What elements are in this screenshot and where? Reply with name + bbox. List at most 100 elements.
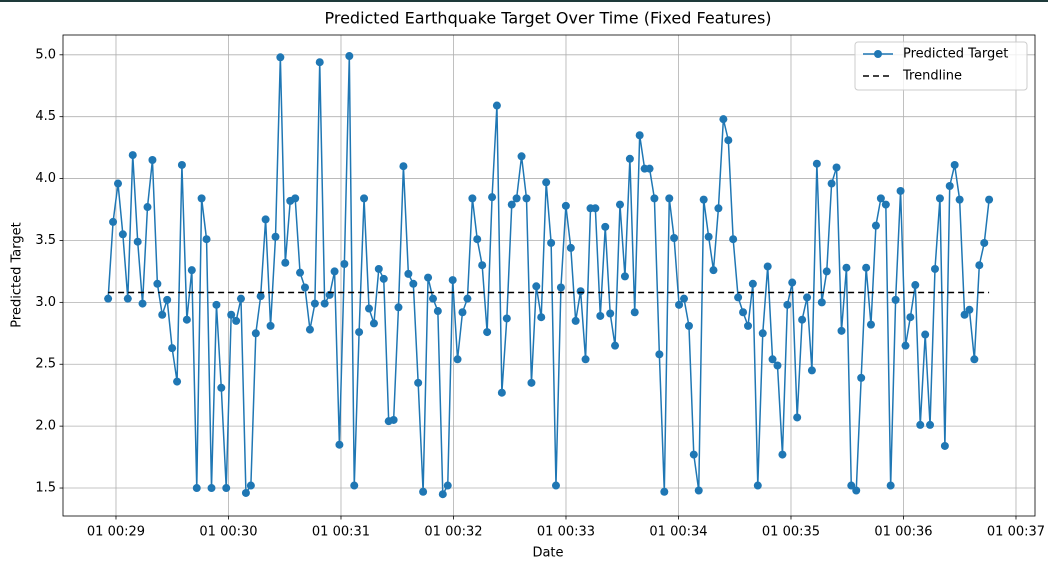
data-point — [305, 325, 314, 334]
data-point — [379, 274, 388, 283]
data-point — [596, 311, 605, 320]
data-point — [222, 484, 231, 493]
data-point — [921, 330, 930, 339]
data-point — [842, 263, 851, 272]
data-point — [650, 194, 659, 203]
legend-label: Predicted Target — [903, 47, 1008, 62]
data-point — [438, 490, 447, 499]
data-point — [985, 195, 994, 204]
data-point — [118, 230, 127, 239]
data-point — [276, 53, 285, 62]
legend-label: Trendline — [902, 69, 962, 84]
data-point — [320, 299, 329, 308]
data-point — [473, 235, 482, 244]
data-point — [542, 178, 551, 187]
x-tick-label: 01 00:35 — [762, 525, 820, 540]
data-point — [182, 315, 191, 324]
data-point — [315, 58, 324, 67]
data-point — [236, 294, 245, 303]
data-point — [694, 486, 703, 495]
x-tick-label: 01 00:30 — [199, 525, 257, 540]
x-tick-label: 01 00:32 — [424, 525, 482, 540]
data-point — [522, 194, 531, 203]
x-tick-label: 01 00:33 — [537, 525, 595, 540]
data-point — [625, 154, 634, 163]
data-point — [300, 283, 309, 292]
data-point — [734, 293, 743, 302]
data-point — [758, 329, 767, 338]
data-point — [837, 326, 846, 335]
y-tick-label: 3.5 — [35, 233, 56, 248]
data-point — [709, 266, 718, 275]
data-point — [281, 258, 290, 267]
data-point — [168, 344, 177, 353]
data-point — [911, 281, 920, 290]
data-point — [433, 307, 442, 316]
data-point — [852, 486, 861, 495]
data-point — [975, 261, 984, 270]
data-point — [965, 305, 974, 314]
data-point — [635, 131, 644, 140]
y-tick-label: 5.0 — [35, 47, 56, 62]
data-point — [256, 292, 265, 301]
data-point — [296, 268, 305, 277]
data-point — [857, 373, 866, 382]
data-point — [374, 264, 383, 273]
data-point — [143, 203, 152, 212]
plot-frame — [62, 34, 1036, 517]
data-point — [881, 200, 890, 209]
data-point — [153, 279, 162, 288]
data-point — [537, 313, 546, 322]
data-point — [365, 304, 373, 313]
y-tick-label: 2.0 — [35, 419, 56, 434]
data-point — [916, 420, 925, 429]
data-point — [310, 299, 319, 308]
data-point — [404, 269, 413, 278]
legend-marker — [874, 50, 882, 58]
data-point — [458, 308, 467, 317]
data-point — [197, 194, 206, 203]
data-point — [492, 101, 501, 110]
data-point — [551, 481, 560, 490]
data-point — [158, 310, 167, 319]
data-point — [960, 310, 969, 319]
data-point — [581, 355, 590, 364]
data-point — [763, 262, 772, 271]
data-point — [615, 200, 624, 209]
data-point — [827, 179, 836, 188]
data-point — [497, 388, 506, 397]
data-point — [561, 201, 570, 210]
x-tick-label: 01 00:36 — [874, 525, 932, 540]
legend: Predicted Target Trendline — [854, 41, 1028, 91]
data-point — [394, 303, 403, 312]
data-point — [148, 156, 157, 165]
data-point — [350, 481, 359, 490]
data-point — [886, 481, 895, 490]
data-point — [478, 261, 487, 270]
data-point — [655, 350, 664, 359]
data-point — [241, 488, 250, 497]
data-point — [547, 238, 556, 247]
data-point — [935, 194, 944, 203]
data-point — [591, 204, 600, 213]
y-tick-label: 4.5 — [35, 109, 56, 124]
data-point — [773, 361, 782, 370]
data-point — [891, 295, 900, 304]
data-point — [970, 355, 979, 364]
data-point — [739, 308, 748, 317]
data-point — [704, 232, 713, 241]
data-point — [906, 313, 915, 322]
data-point — [291, 194, 300, 203]
data-point — [620, 272, 629, 281]
data-point — [768, 355, 777, 364]
data-point — [871, 221, 880, 230]
data-point — [355, 328, 364, 337]
data-point — [684, 321, 693, 330]
data-point — [980, 238, 989, 247]
data-point — [876, 194, 885, 203]
data-point — [163, 295, 172, 304]
data-point — [217, 383, 226, 392]
data-point — [512, 194, 521, 203]
x-tick-label: 01 00:34 — [649, 525, 707, 540]
